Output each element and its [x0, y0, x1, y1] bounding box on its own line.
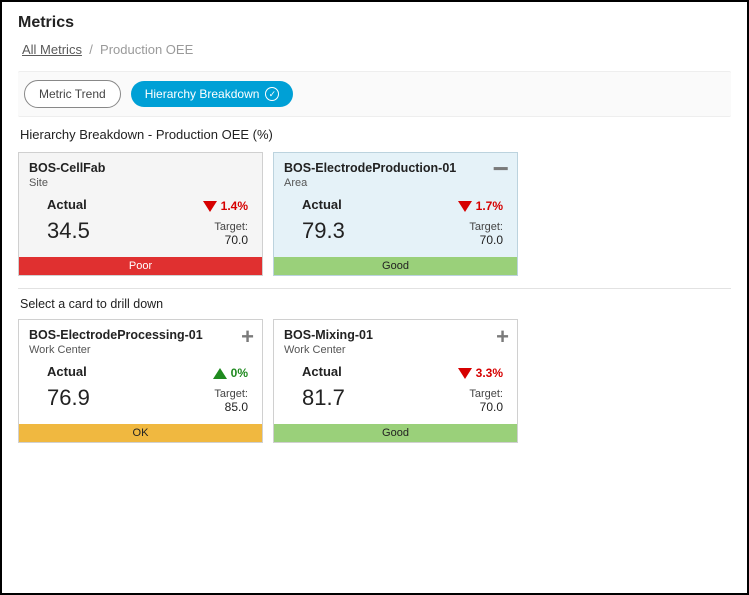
trend-value: 1.7%: [476, 199, 503, 213]
trend-down-icon: [458, 368, 472, 379]
divider: [18, 288, 731, 289]
status-bar: Good: [274, 424, 517, 442]
target-value: 70.0: [203, 233, 248, 247]
card-subtitle: Work Center: [284, 344, 507, 356]
breadcrumb: All Metrics / Production OEE: [22, 42, 731, 57]
trend-indicator: 0%: [213, 366, 248, 380]
trend-indicator: 3.3%: [458, 366, 503, 380]
bottom-card-row: + BOS-ElectrodeProcessing-01 Work Center…: [18, 319, 731, 443]
metric-card[interactable]: BOS-CellFab Site Actual 34.5 1.4% Target…: [18, 152, 263, 276]
trend-indicator: 1.7%: [458, 199, 503, 213]
actual-label: Actual: [47, 364, 90, 379]
trend-down-icon: [458, 201, 472, 212]
actual-value: 79.3: [302, 218, 345, 244]
expand-icon[interactable]: +: [496, 326, 509, 348]
top-card-row: BOS-CellFab Site Actual 34.5 1.4% Target…: [18, 152, 731, 276]
check-icon: ✓: [265, 87, 279, 101]
trend-up-icon: [213, 368, 227, 379]
target-label: Target:: [458, 221, 503, 233]
tab-hierarchy-breakdown[interactable]: Hierarchy Breakdown ✓: [131, 81, 294, 107]
card-title: BOS-CellFab: [29, 161, 252, 175]
breadcrumb-current: Production OEE: [100, 42, 193, 57]
drill-down-label: Select a card to drill down: [20, 297, 729, 311]
target-label: Target:: [203, 221, 248, 233]
target-value: 70.0: [458, 233, 503, 247]
actual-label: Actual: [302, 197, 345, 212]
metric-card[interactable]: − BOS-ElectrodeProduction-01 Area Actual…: [273, 152, 518, 276]
collapse-icon[interactable]: −: [493, 155, 509, 183]
metric-card[interactable]: + BOS-Mixing-01 Work Center Actual 81.7 …: [273, 319, 518, 443]
trend-down-icon: [203, 201, 217, 212]
metric-card[interactable]: + BOS-ElectrodeProcessing-01 Work Center…: [18, 319, 263, 443]
target-value: 70.0: [458, 400, 503, 414]
status-bar: Poor: [19, 257, 262, 275]
expand-icon[interactable]: +: [241, 326, 254, 348]
card-subtitle: Site: [29, 177, 252, 189]
card-title: BOS-ElectrodeProduction-01: [284, 161, 507, 175]
status-bar: OK: [19, 424, 262, 442]
card-subtitle: Area: [284, 177, 507, 189]
tab-metric-trend[interactable]: Metric Trend: [24, 80, 121, 108]
actual-label: Actual: [302, 364, 345, 379]
status-bar: Good: [274, 257, 517, 275]
target-label: Target:: [458, 388, 503, 400]
trend-value: 0%: [231, 366, 248, 380]
tab-hierarchy-label: Hierarchy Breakdown: [145, 87, 260, 101]
actual-value: 81.7: [302, 385, 345, 411]
card-subtitle: Work Center: [29, 344, 252, 356]
actual-value: 76.9: [47, 385, 90, 411]
breadcrumb-root[interactable]: All Metrics: [22, 42, 82, 57]
view-tabs: Metric Trend Hierarchy Breakdown ✓: [18, 71, 731, 117]
breadcrumb-sep: /: [89, 42, 93, 57]
trend-value: 1.4%: [221, 199, 248, 213]
section-subheader: Hierarchy Breakdown - Production OEE (%): [20, 127, 729, 142]
target-value: 85.0: [213, 400, 248, 414]
actual-label: Actual: [47, 197, 90, 212]
page-title: Metrics: [18, 14, 731, 32]
actual-value: 34.5: [47, 218, 90, 244]
target-label: Target:: [213, 388, 248, 400]
trend-value: 3.3%: [476, 366, 503, 380]
trend-indicator: 1.4%: [203, 199, 248, 213]
card-title: BOS-Mixing-01: [284, 328, 507, 342]
card-title: BOS-ElectrodeProcessing-01: [29, 328, 252, 342]
